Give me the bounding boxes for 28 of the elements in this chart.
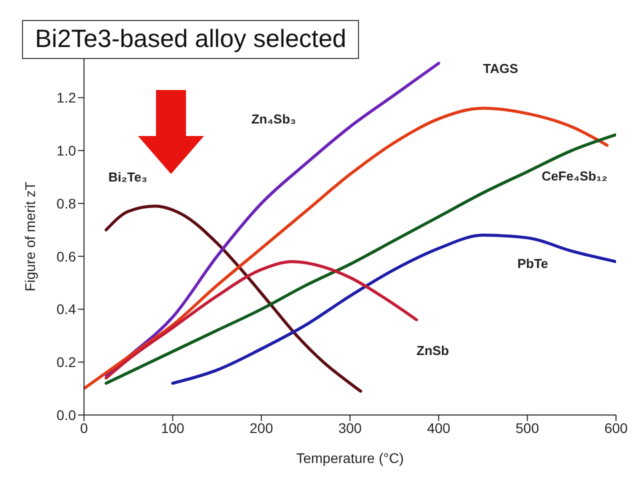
y-tick-label: 0.2 xyxy=(56,354,76,370)
x-tick-label: 0 xyxy=(80,420,88,436)
x-tick-label: 100 xyxy=(160,420,185,436)
series-label: ZnSb xyxy=(416,342,450,358)
y-tick-label: 0.6 xyxy=(56,248,76,264)
x-tick-label: 600 xyxy=(604,420,628,436)
text: Zn₄Sb₃ xyxy=(251,111,296,126)
line-series xyxy=(104,133,616,385)
series-label: CeFe₄Sb₁₂ xyxy=(542,168,608,184)
x-tick-label: 400 xyxy=(426,420,451,436)
y-tick-label: 1.2 xyxy=(56,90,76,106)
series-label: Bi₂Te₃ xyxy=(108,169,148,184)
line-series xyxy=(84,106,609,390)
x-tick-label: 500 xyxy=(516,420,540,436)
chart-title: Bi2Te3-based alloy selected xyxy=(22,20,360,59)
x-tick-label: 200 xyxy=(250,420,274,436)
y-tick-label: 0.4 xyxy=(56,301,76,318)
y-tick-label: 0.8 xyxy=(56,195,76,212)
x-tick-label: 300 xyxy=(338,420,362,436)
text: TAGS xyxy=(483,61,518,76)
x-axis-title: Temperature (°C) xyxy=(296,450,404,466)
y-axis-title: Figure of merit zT xyxy=(22,181,38,292)
line-series xyxy=(104,260,418,380)
line-series xyxy=(171,234,616,385)
y-tick-label: 1.0 xyxy=(56,142,76,159)
line-series xyxy=(104,204,362,393)
series-label: PbTe xyxy=(517,256,548,271)
y-tick-label: 0.0 xyxy=(56,406,76,423)
